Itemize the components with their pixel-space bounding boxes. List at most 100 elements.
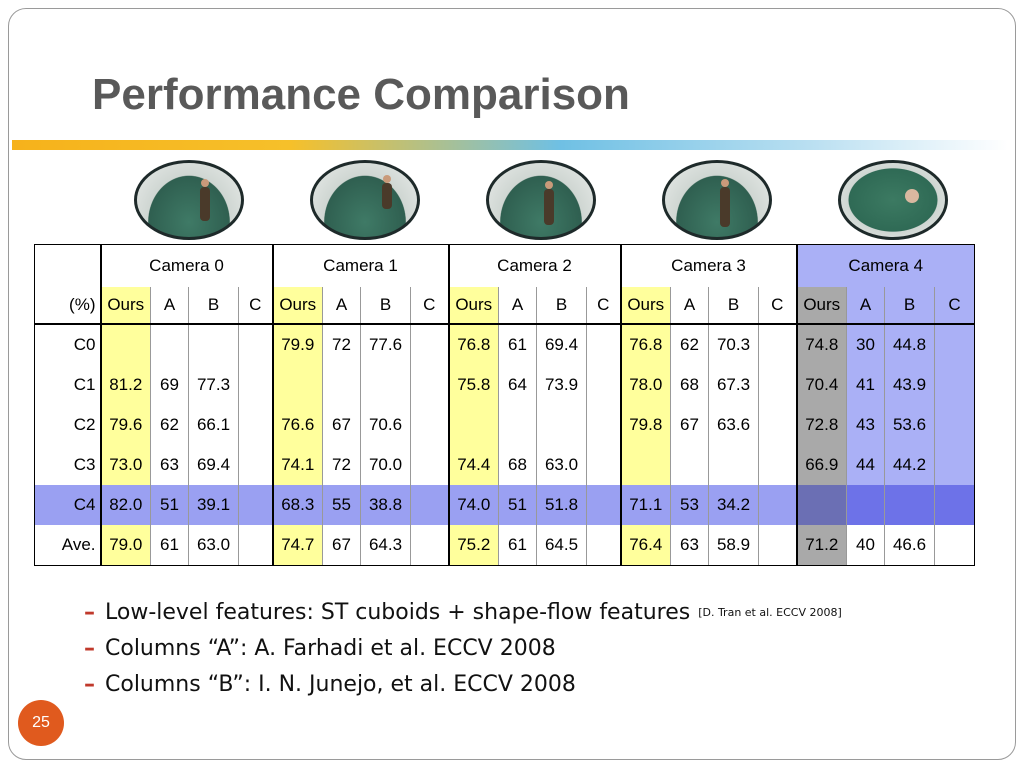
performance-table: Camera 0 Camera 1 Camera 2 Camera 3 Came… <box>34 244 975 566</box>
table-cell: 44.8 <box>884 324 935 365</box>
table-cell <box>447 405 499 445</box>
table-cell: 75.8 <box>447 365 499 405</box>
subheader-cell: C <box>410 287 449 325</box>
table-cell <box>238 525 273 566</box>
table-cell: 66.1 <box>188 405 239 445</box>
table-cell: 67 <box>322 525 361 566</box>
subheader-cell: A <box>498 287 537 325</box>
table-cell <box>846 485 885 525</box>
subheader-cell: B <box>360 287 411 325</box>
table-cell <box>238 445 273 485</box>
table-cell <box>150 324 189 365</box>
table-row: C0 79.9 72 77.6 76.8 61 69.4 76.8 62 70.3 74.8 30 44… <box>34 324 975 365</box>
table-cell <box>758 324 797 365</box>
row-label: C0 <box>34 324 101 365</box>
table-cell <box>586 445 621 485</box>
table-cell: 79.9 <box>271 324 323 365</box>
table-cell <box>934 525 975 566</box>
table-cell <box>536 405 587 445</box>
table-cell: 63.0 <box>536 445 587 485</box>
table-cell <box>238 485 273 525</box>
table-cell <box>322 365 361 405</box>
camera-3-view-image <box>662 160 772 240</box>
bullet-text: Low-level features: ST cuboids + shape-f… <box>105 599 691 625</box>
subheader-cell: B <box>536 287 587 325</box>
camera-header-row: Camera 0 Camera 1 Camera 2 Camera 3 Came… <box>34 244 975 287</box>
table-cell: 69.4 <box>188 445 239 485</box>
table-cell <box>670 445 709 485</box>
table-cell: 79.0 <box>99 525 151 566</box>
table-cell: 51 <box>150 485 189 525</box>
table-cell: 70.6 <box>360 405 411 445</box>
bullet-list: – Low-level features: ST cuboids + shape… <box>84 594 842 702</box>
table-cell: 67 <box>322 405 361 445</box>
table-cell: 71.1 <box>619 485 671 525</box>
table-cell: 53 <box>670 485 709 525</box>
percent-label: (%) <box>34 287 101 325</box>
table-cell <box>934 324 975 365</box>
table-cell <box>99 324 151 365</box>
table-cell <box>271 365 323 405</box>
table-cell: 55 <box>322 485 361 525</box>
table-row: C1 81.2 69 77.3 75.8 64 73.9 78.0 68 67.3 70.4 41 43… <box>34 365 975 405</box>
table-cell <box>586 365 621 405</box>
table-cell: 64 <box>498 365 537 405</box>
camera-4-view-image <box>838 160 948 240</box>
bullet-text: Columns “B”: I. N. Junejo, et al. ECCV 2… <box>105 671 576 697</box>
table-cell: 64.5 <box>536 525 587 566</box>
table-cell <box>586 525 621 566</box>
subheader-cell: A <box>846 287 885 325</box>
table-cell: 67.3 <box>708 365 759 405</box>
table-cell: 40 <box>846 525 885 566</box>
table-cell: 63 <box>150 445 189 485</box>
table-cell: 70.4 <box>795 365 847 405</box>
table-cell: 41 <box>846 365 885 405</box>
camera-header: Camera 3 <box>619 244 797 287</box>
table-cell: 51 <box>498 485 537 525</box>
table-cell: 74.4 <box>447 445 499 485</box>
table-cell: 43 <box>846 405 885 445</box>
table-cell: 76.8 <box>447 324 499 365</box>
table-cell: 53.6 <box>884 405 935 445</box>
table-cell: 81.2 <box>99 365 151 405</box>
table-cell: 62 <box>150 405 189 445</box>
table-cell <box>360 365 411 405</box>
camera-header: Camera 4 <box>795 244 975 287</box>
bullet-dash: – <box>84 635 95 661</box>
table-cell: 74.7 <box>271 525 323 566</box>
subheader-cell: C <box>586 287 621 325</box>
subheader-cell: Ours <box>795 287 847 325</box>
table-cell: 61 <box>150 525 189 566</box>
bullet-item: – Columns “A”: A. Farhadi et al. ECCV 20… <box>84 630 842 666</box>
table-cell: 73.0 <box>99 445 151 485</box>
table-cell: 70.0 <box>360 445 411 485</box>
subheader-cell: Ours <box>447 287 499 325</box>
table-cell <box>586 324 621 365</box>
table-cell: 77.6 <box>360 324 411 365</box>
table-cell <box>619 445 671 485</box>
table-row: C3 73.0 63 69.4 74.1 72 70.0 74.4 68 63.0 66.9 44 44… <box>34 445 975 485</box>
table-cell: 61 <box>498 525 537 566</box>
table-cell: 66.9 <box>795 445 847 485</box>
table-row: C4 82.0 51 39.1 68.3 55 38.8 74.0 51 51.8 71.1 53 34… <box>34 485 975 525</box>
table-cell: 43.9 <box>884 365 935 405</box>
table-cell: 77.3 <box>188 365 239 405</box>
table-cell <box>410 485 449 525</box>
table-cell: 73.9 <box>536 365 587 405</box>
table-cell: 72.8 <box>795 405 847 445</box>
table-cell: 44 <box>846 445 885 485</box>
table-cell <box>758 485 797 525</box>
subheader-cell: Ours <box>99 287 151 325</box>
subheader-cell: C <box>934 287 975 325</box>
subheader-cell: C <box>758 287 797 325</box>
table-cell: 38.8 <box>360 485 411 525</box>
bullet-item: – Columns “B”: I. N. Junejo, et al. ECCV… <box>84 666 842 702</box>
table-cell <box>758 405 797 445</box>
table-cell: 67 <box>670 405 709 445</box>
table-body: C0 79.9 72 77.6 76.8 61 69.4 76.8 62 70.3 74.8 30 44… <box>34 324 975 566</box>
subheader-cell: Ours <box>271 287 323 325</box>
title-accent-bar <box>12 140 1008 150</box>
table-cell <box>795 485 847 525</box>
table-cell <box>934 445 975 485</box>
table-cell <box>934 485 975 525</box>
